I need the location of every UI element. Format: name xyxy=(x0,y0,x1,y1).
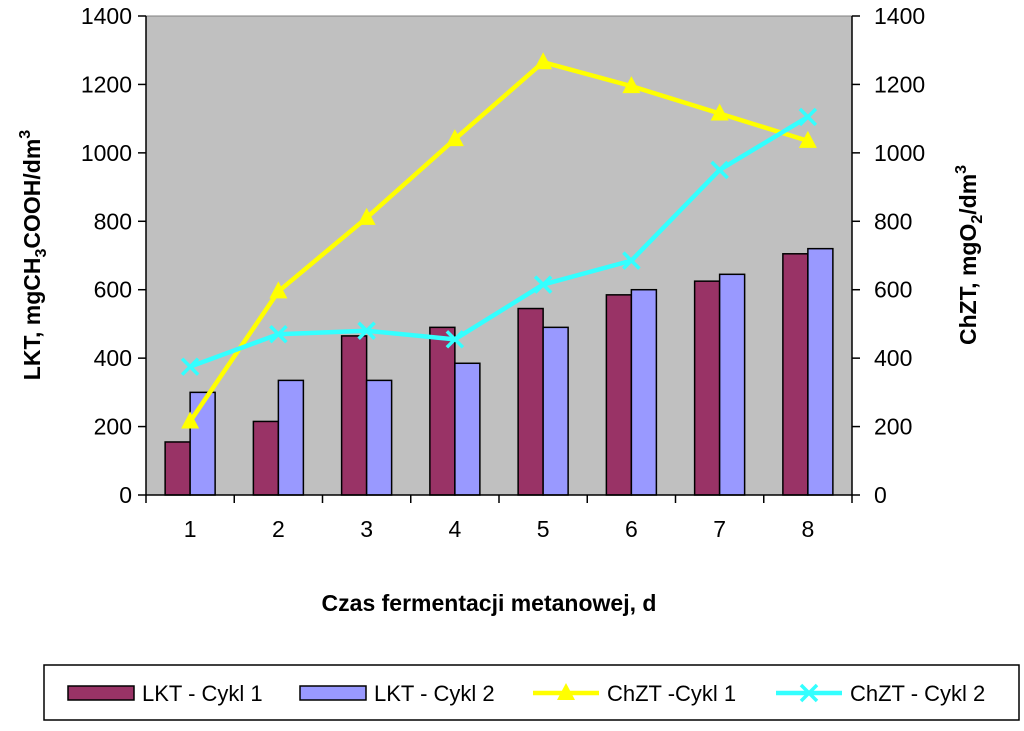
point-chzt--cykl-1-3 xyxy=(357,207,376,225)
point-chzt---cykl-2-5 xyxy=(533,275,553,294)
y-left-tick-label: 0 xyxy=(119,482,132,508)
legend-marker-chzt--cykl-1 xyxy=(557,683,575,700)
point-chzt---cykl-2-1-stroke-b xyxy=(180,357,200,376)
y-left-tick-label: 600 xyxy=(94,277,132,303)
legend-label-chzt---cykl-2: ChZT - Cykl 2 xyxy=(850,681,985,706)
point-chzt---cykl-2-8-stroke-b xyxy=(798,107,818,127)
y-right-tick-label: 400 xyxy=(874,345,912,371)
point-chzt---cykl-2-3-stroke-b xyxy=(357,321,376,341)
y-right-tick-label: 1200 xyxy=(874,71,925,97)
bar-lkt---cykl-1-1 xyxy=(164,441,191,496)
bar-lkt---cykl-1-4 xyxy=(429,326,456,496)
legend-swatch-lkt---cykl-1 xyxy=(67,685,135,701)
point-chzt--cykl-1-7 xyxy=(710,103,729,121)
y-axis-left-title: LKT, mgCH3COOH/dm3 xyxy=(17,130,50,380)
x-tick-label: 2 xyxy=(272,516,285,542)
point-chzt---cykl-2-6-stroke-b xyxy=(622,251,641,270)
bar-lkt---cykl-2-4 xyxy=(454,362,481,496)
bar-lkt---cykl-1-2 xyxy=(252,420,280,496)
point-chzt---cykl-2-4 xyxy=(445,330,465,349)
legend: LKT - Cykl 1 LKT - Cykl 2 ChZT -Cykl 1 ChZT… xyxy=(43,664,1020,721)
y-right-tick-label: 200 xyxy=(874,414,912,440)
y-right-tick-label: 1400 xyxy=(874,3,925,29)
legend-marker-chzt---cykl-2-stroke-b xyxy=(799,683,819,703)
point-chzt---cykl-2-7-stroke-b xyxy=(710,160,729,180)
bar-lkt---cykl-1-7 xyxy=(693,280,721,496)
y-right-tick-label: 0 xyxy=(874,482,887,508)
plot-area xyxy=(145,15,853,496)
point-chzt--cykl-1-4 xyxy=(445,129,464,147)
x-tick-label: 3 xyxy=(360,516,373,542)
legend-label-lkt---cykl-2: LKT - Cykl 2 xyxy=(374,681,495,706)
bar-lkt---cykl-1-8 xyxy=(782,253,809,496)
y-left-tick-label: 200 xyxy=(94,414,132,440)
y-right-tick-label: 600 xyxy=(874,277,912,303)
legend-label-lkt---cykl-1: LKT - Cykl 1 xyxy=(142,681,263,706)
point-chzt--cykl-1-2 xyxy=(269,281,288,299)
y-left-tick-label: 800 xyxy=(94,208,132,234)
y-left-tick-label: 1200 xyxy=(81,71,132,97)
point-chzt---cykl-2-2-stroke-b xyxy=(269,324,288,344)
bars-layer xyxy=(164,247,834,496)
point-chzt---cykl-2-4-stroke-b xyxy=(445,330,465,349)
lines-layer xyxy=(180,52,818,429)
legend-label-chzt--cykl-1: ChZT -Cykl 1 xyxy=(607,681,736,706)
point-chzt---cykl-2-2 xyxy=(269,324,288,344)
bar-lkt---cykl-2-5 xyxy=(542,326,569,496)
bar-lkt---cykl-2-1 xyxy=(189,391,216,496)
legend-items: LKT - Cykl 1 LKT - Cykl 2 ChZT -Cykl 1 ChZT… xyxy=(67,681,985,706)
point-chzt---cykl-2-1 xyxy=(180,357,200,376)
bar-lkt---cykl-2-7 xyxy=(718,273,746,496)
bar-lkt---cykl-2-2 xyxy=(277,379,305,496)
bar-lkt---cykl-1-5 xyxy=(517,307,544,496)
x-axis-title: Czas fermentacji metanowej, d xyxy=(322,590,657,616)
x-tick-label: 1 xyxy=(184,516,197,542)
y-axis-right-title: ChZT, mgO2/dm3 xyxy=(953,165,986,345)
x-tick-label: 4 xyxy=(448,516,461,542)
legend-box xyxy=(43,664,1020,721)
point-chzt--cykl-1-8 xyxy=(798,130,817,148)
line-chzt--cykl-1 xyxy=(188,59,809,423)
x-tick-label: 6 xyxy=(625,516,638,542)
x-tick-label: 8 xyxy=(801,516,814,542)
point-chzt---cykl-2-7 xyxy=(710,160,729,180)
bar-lkt---cykl-2-6 xyxy=(630,288,658,496)
bar-lkt---cykl-2-3 xyxy=(365,379,393,496)
point-chzt---cykl-2-8 xyxy=(798,107,818,127)
x-tick-label: 7 xyxy=(713,516,726,542)
x-tick-label: 5 xyxy=(537,516,550,542)
y-left-tick-label: 1400 xyxy=(81,3,132,29)
y-right-tick-label: 1000 xyxy=(874,140,925,166)
bar-lkt---cykl-1-3 xyxy=(340,335,368,496)
legend-swatch-lkt---cykl-2 xyxy=(299,685,367,701)
point-chzt--cykl-1-6 xyxy=(622,76,641,94)
point-chzt---cykl-2-6 xyxy=(622,251,641,270)
line-chzt---cykl-2 xyxy=(189,115,810,369)
bar-lkt---cykl-2-8 xyxy=(807,247,834,496)
point-chzt--cykl-1-5 xyxy=(534,52,553,70)
point-chzt---cykl-2-5-stroke-b xyxy=(533,275,553,294)
y-right-tick-label: 800 xyxy=(874,208,912,234)
point-chzt---cykl-2-3 xyxy=(357,321,376,341)
legend-marker-chzt---cykl-2 xyxy=(799,683,819,703)
y-left-tick-label: 1000 xyxy=(81,140,132,166)
point-chzt--cykl-1-1 xyxy=(181,411,200,429)
bar-lkt---cykl-1-6 xyxy=(605,294,633,496)
y-left-tick-label: 400 xyxy=(94,345,132,371)
